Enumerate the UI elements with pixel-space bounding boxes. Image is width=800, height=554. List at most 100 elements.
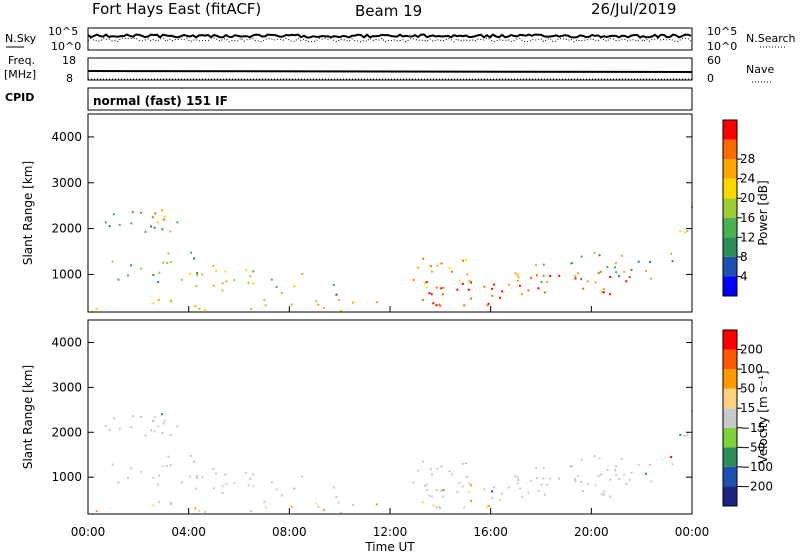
velocity-cell (451, 474, 453, 476)
power-cell (558, 275, 560, 277)
x-tick-label: 04:00 (171, 525, 206, 539)
power-cell (204, 309, 206, 311)
velocity-cell (546, 484, 548, 486)
velocity-cell (493, 486, 495, 488)
power-cell (431, 293, 433, 295)
power-cell (442, 287, 444, 289)
power-colorbar: 4 8 12 16 20 24 28 (723, 120, 755, 296)
power-cell (417, 267, 419, 269)
power-cell (140, 268, 142, 270)
power-cell (543, 275, 545, 277)
power-cell (167, 252, 169, 254)
velocity-cell (466, 476, 468, 478)
velocity-cell (317, 506, 319, 508)
velocity-cell (440, 490, 442, 492)
velocity-cell (250, 510, 252, 512)
x-axis-ticks: 00:00 04:00 08:00 12:00 16:00 20:00 00:00 (71, 306, 710, 539)
power-cell (271, 279, 273, 281)
velocity-cell (249, 478, 251, 480)
power-cell (154, 212, 156, 214)
colorbar-swatch (723, 389, 737, 409)
velocity-cell (426, 484, 428, 486)
colorbar-swatch (723, 467, 737, 487)
velocity-cell (170, 434, 172, 436)
power-cell (132, 211, 134, 213)
velocity-cell (439, 507, 441, 509)
velocity-cell (426, 489, 428, 491)
colorbar-swatch (723, 408, 737, 428)
velocity-cell (431, 473, 433, 475)
velocity-cell (618, 478, 620, 480)
velocity-cell (152, 505, 154, 507)
velocity-cell (629, 479, 631, 481)
colorbar-swatch (723, 218, 737, 238)
colorbar-swatch (723, 330, 737, 350)
power-cell (140, 212, 142, 214)
nsearch-tick-top: 10^5 (707, 25, 737, 38)
nsky-trace (88, 35, 691, 38)
power-cell (577, 272, 579, 274)
power-panel: 1000200030004000 Slant Range [km] 481216… (21, 114, 770, 313)
power-cell (161, 209, 163, 211)
velocity-cell (132, 415, 134, 417)
velocity-cell (340, 512, 342, 514)
velocity-cell (609, 479, 611, 481)
velocity-cell (195, 488, 197, 490)
colorbar-swatch (723, 428, 737, 448)
velocity-cell (517, 479, 519, 481)
power-cell (130, 264, 132, 266)
power-cell (233, 279, 235, 281)
power-cell (587, 280, 589, 282)
velocity-cell (163, 422, 165, 424)
velocity-cell (164, 420, 166, 422)
velocity-cell (441, 465, 443, 467)
power-cell (170, 230, 172, 232)
colorbar-tick-label: 50 (740, 382, 755, 396)
power-cell (317, 304, 319, 306)
x-tick-label: 00:00 (71, 525, 106, 539)
nave-tick-bottom: 0 (707, 72, 714, 85)
power-cell (684, 231, 686, 233)
velocity-cell (109, 429, 111, 431)
velocity-cell (166, 465, 168, 467)
velocity-cell (582, 490, 584, 492)
power-cell (213, 285, 215, 287)
colorbar-swatch (723, 276, 737, 296)
colorbar-tick-label: 15 (740, 401, 755, 415)
velocity-cell (499, 499, 501, 501)
velocity-cell (609, 496, 611, 498)
velocity-cell (436, 489, 438, 491)
velocity-cell (430, 468, 432, 470)
velocity-cell (462, 463, 464, 465)
colorbar-swatch (723, 486, 737, 506)
velocity-cell (417, 470, 419, 472)
power-cell (221, 289, 223, 291)
velocity-cell (333, 487, 335, 489)
power-cell (614, 266, 616, 268)
velocity-cell (570, 465, 572, 467)
power-cell (638, 261, 640, 263)
power-cell (144, 231, 146, 233)
velocity-cell (442, 489, 444, 491)
velocity-cell (549, 478, 551, 480)
power-cell (250, 308, 252, 310)
velocity-cell (630, 472, 632, 474)
velocity-cell (672, 463, 674, 465)
power-cell (549, 275, 551, 277)
velocity-cell (323, 509, 325, 511)
velocity-cell (301, 476, 303, 478)
colorbar-swatch (723, 159, 737, 179)
power-cell (487, 304, 489, 306)
radar-title: Fort Hays East (fitACF) (92, 0, 261, 18)
velocity-cell (437, 468, 439, 470)
colorbar-swatch (723, 237, 737, 257)
power-cell (499, 297, 501, 299)
velocity-cell (335, 496, 337, 498)
power-cell (281, 292, 283, 294)
power-cell (517, 280, 519, 282)
power-ylabel: Slant Range [km] (21, 161, 35, 265)
colorbar-tick-label: 20 (740, 191, 755, 205)
power-cell (226, 280, 228, 282)
velocity-cell (271, 481, 273, 483)
power-cell (323, 307, 325, 309)
